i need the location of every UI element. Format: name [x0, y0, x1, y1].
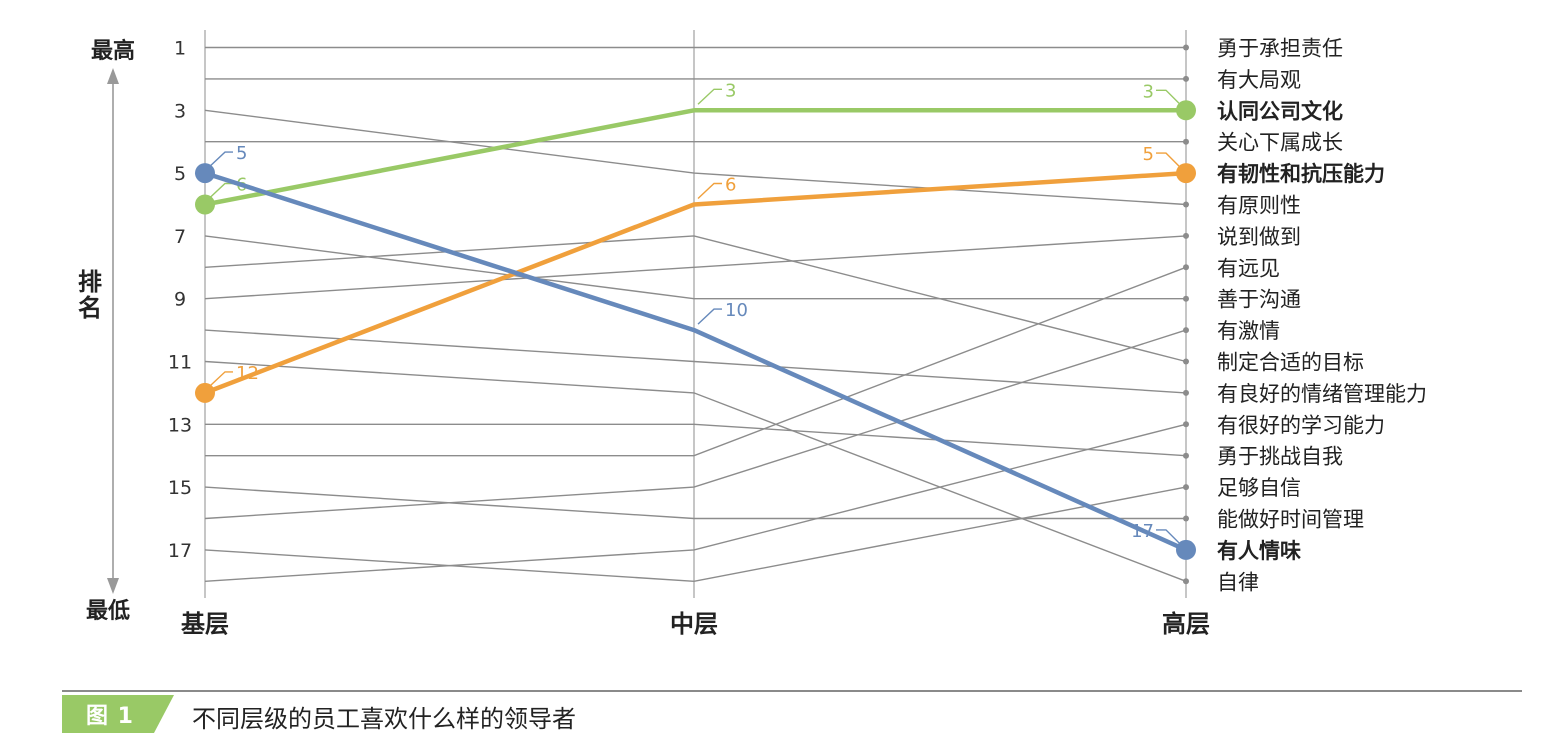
series-17-marker-1 [195, 163, 215, 184]
y-tick-label: 1 [174, 38, 186, 60]
series-14-label: 勇于挑战自我 [1217, 445, 1343, 469]
series-15-label: 足够自信 [1217, 476, 1301, 500]
series-10-label: 有激情 [1217, 319, 1280, 343]
y-tick-label: 17 [168, 540, 192, 562]
series-13-end-dot [1183, 421, 1189, 428]
series-17-callout-line-2 [697, 308, 722, 325]
series-13-label: 有很好的学习能力 [1217, 413, 1385, 437]
series-12-label: 有良好的情绪管理能力 [1217, 382, 1427, 406]
series-17-callout-line-1 [208, 151, 233, 168]
series-14-line [205, 423, 1187, 457]
series-6-label: 有原则性 [1217, 194, 1301, 218]
series-14-end-dot [1183, 452, 1189, 459]
series-3-callout-line-1 [208, 182, 233, 200]
series-16-line [204, 486, 1186, 520]
series-17-value-label-3: 17 [1131, 521, 1154, 542]
figure-tag: 图 1 [62, 695, 174, 733]
series-3-callout-line-3 [1156, 89, 1181, 105]
y-axis-bottom-label: 最低 [86, 599, 130, 624]
y-tick-label: 11 [168, 352, 192, 374]
series-17-line [204, 170, 1187, 552]
figure-caption: 不同层级的员工喜欢什么样的领导者 [192, 705, 576, 733]
series-3-marker-3 [1176, 100, 1196, 121]
series-8-label: 有远见 [1217, 256, 1280, 280]
series-17-value-label-2: 10 [725, 300, 748, 321]
series-17-marker-3 [1176, 539, 1196, 560]
series-10-end-dot [1183, 327, 1189, 334]
series-15-line [204, 486, 1187, 583]
series-1-label: 勇于承担责任 [1217, 37, 1343, 61]
y-tick-label: 15 [168, 477, 192, 499]
series-3-callout-line-2 [697, 88, 722, 105]
caption-divider [62, 690, 1522, 692]
series-18-label: 自律 [1217, 570, 1259, 594]
series-7-line [204, 235, 1187, 300]
series-3-value-label-2: 3 [725, 80, 736, 101]
series-5-callout-line-2 [697, 182, 722, 200]
series-3-label: 认同公司文化 [1217, 99, 1343, 123]
series-2-end-dot [1183, 75, 1189, 82]
series-16-label: 能做好时间管理 [1217, 508, 1364, 532]
y-tick-label: 5 [174, 163, 186, 185]
y-tick-label: 7 [174, 226, 186, 248]
series-8-line [205, 266, 1187, 457]
series-3-line [204, 108, 1186, 207]
series-4-end-dot [1183, 138, 1189, 145]
series-5-marker-1 [195, 382, 215, 403]
series-3-marker-1 [195, 194, 215, 215]
series-5-label: 有韧性和抗压能力 [1217, 162, 1385, 186]
y-axis-arrow-up [107, 68, 119, 84]
figure-tag-shape [62, 695, 174, 733]
series-13-line [204, 423, 1187, 582]
series-5-value-label-1: 12 [236, 363, 259, 384]
series-3-value-label-3: 3 [1143, 81, 1154, 102]
figure-tag-label: 图 1 [86, 704, 134, 729]
series-5-value-label-2: 6 [725, 175, 736, 196]
series-11-line [204, 235, 1187, 363]
series-11-end-dot [1183, 358, 1189, 365]
series-5-line [204, 170, 1187, 395]
series-1-end-dot [1183, 44, 1189, 51]
series-9-label: 善于沟通 [1217, 288, 1301, 312]
series-5-value-label-3: 5 [1143, 144, 1154, 165]
series-6-end-dot [1183, 201, 1189, 208]
series-12-end-dot [1183, 389, 1189, 396]
series-15-end-dot [1183, 484, 1189, 491]
series-12-line [204, 329, 1187, 394]
series-16-end-dot [1183, 515, 1189, 522]
y-axis-label: 名 [78, 294, 102, 322]
y-axis-top-label: 最高 [91, 38, 135, 64]
series-5-callout-line-3 [1156, 152, 1181, 168]
series-5-marker-3 [1176, 163, 1196, 184]
series-17-callout-line-3 [1156, 529, 1181, 545]
series-11-label: 制定合适的目标 [1217, 351, 1364, 375]
series-18-line [204, 360, 1187, 582]
series-5-callout-line-1 [208, 371, 233, 388]
series-8-end-dot [1183, 264, 1189, 271]
category-label-3: 高层 [1162, 610, 1210, 638]
series-18-end-dot [1183, 578, 1189, 585]
series-7-end-dot [1183, 232, 1189, 239]
series-17-label: 有人情味 [1217, 539, 1301, 563]
series-2-label: 有大局观 [1217, 68, 1301, 92]
y-tick-label: 3 [174, 100, 186, 122]
category-label-1: 基层 [181, 610, 229, 638]
series-9-end-dot [1183, 295, 1189, 302]
series-6-line [204, 109, 1187, 206]
y-axis-label: 排 [78, 268, 102, 296]
category-label-2: 中层 [670, 610, 718, 638]
series-4-label: 关心下属成长 [1217, 131, 1343, 155]
series-17-value-label-1: 5 [236, 143, 247, 164]
series-7-label: 说到做到 [1217, 225, 1301, 249]
y-tick-label: 13 [168, 414, 192, 436]
y-axis-arrow-down [107, 578, 119, 594]
y-tick-label: 9 [174, 289, 186, 311]
